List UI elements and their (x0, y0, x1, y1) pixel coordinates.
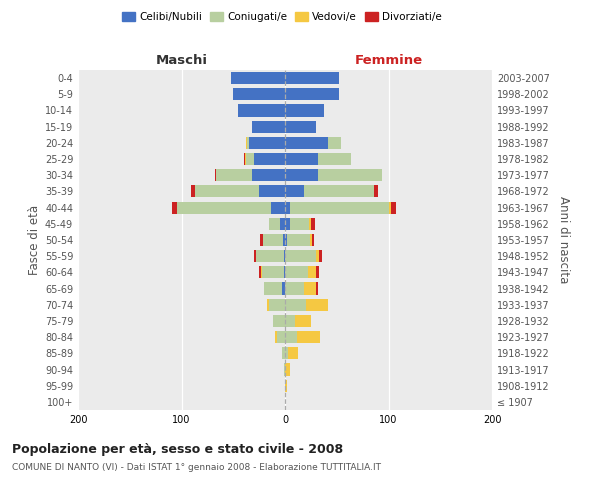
Bar (285, 298, 306, 311)
Bar (244, 153, 245, 165)
Bar (285, 137, 328, 149)
Text: Femmine: Femmine (355, 54, 422, 68)
Bar (195, 186, 259, 198)
Bar (233, 88, 285, 101)
Bar (285, 348, 288, 360)
Bar (178, 202, 271, 213)
Bar (245, 137, 247, 149)
Bar (285, 250, 316, 262)
Bar (254, 153, 285, 165)
Bar (215, 169, 252, 181)
Bar (283, 234, 285, 246)
Bar (374, 186, 378, 198)
Bar (284, 364, 285, 376)
Bar (285, 218, 290, 230)
Bar (285, 186, 304, 198)
Bar (285, 380, 287, 392)
Bar (318, 153, 351, 165)
Bar (288, 348, 298, 360)
Bar (391, 202, 396, 213)
Bar (306, 298, 328, 311)
Bar (285, 331, 298, 343)
Text: COMUNE DI NANTO (VI) - Dati ISTAT 1° gennaio 2008 - Elaborazione TUTTITALIA.IT: COMUNE DI NANTO (VI) - Dati ISTAT 1° gen… (12, 462, 381, 471)
Bar (172, 202, 178, 213)
Bar (264, 282, 282, 294)
Bar (284, 250, 285, 262)
Bar (285, 282, 304, 294)
Bar (280, 218, 285, 230)
Bar (277, 331, 285, 343)
Bar (282, 282, 285, 294)
Bar (285, 120, 316, 132)
Bar (261, 266, 262, 278)
Bar (260, 234, 263, 246)
Bar (295, 315, 311, 327)
Legend: Celibi/Nubili, Coniugati/e, Vedovi/e, Divorziati/e: Celibi/Nubili, Coniugati/e, Vedovi/e, Di… (118, 8, 446, 26)
Bar (282, 348, 285, 360)
Bar (285, 169, 318, 181)
Bar (285, 72, 339, 84)
Bar (285, 234, 287, 246)
Bar (308, 266, 316, 278)
Bar (309, 218, 311, 230)
Bar (285, 315, 295, 327)
Bar (247, 137, 249, 149)
Bar (310, 234, 312, 246)
Bar (287, 234, 310, 246)
Y-axis label: Fasce di età: Fasce di età (28, 205, 41, 275)
Bar (285, 266, 308, 278)
Bar (316, 282, 318, 294)
Bar (319, 250, 322, 262)
Bar (285, 153, 318, 165)
Bar (252, 120, 285, 132)
Bar (304, 282, 316, 294)
Bar (259, 266, 261, 278)
Bar (259, 186, 285, 198)
Bar (275, 331, 277, 343)
Bar (290, 202, 389, 213)
Bar (269, 298, 285, 311)
Bar (254, 250, 256, 262)
Bar (311, 218, 315, 230)
Bar (316, 250, 319, 262)
Bar (262, 266, 284, 278)
Bar (285, 202, 290, 213)
Bar (316, 266, 319, 278)
Bar (268, 298, 269, 311)
Bar (284, 266, 285, 278)
Bar (312, 234, 314, 246)
Bar (298, 331, 320, 343)
Bar (318, 169, 382, 181)
Bar (271, 202, 285, 213)
Bar (285, 88, 339, 101)
Bar (263, 234, 283, 246)
Bar (290, 218, 309, 230)
Bar (249, 137, 285, 149)
Bar (238, 104, 285, 117)
Bar (269, 218, 280, 230)
Bar (328, 137, 341, 149)
Bar (245, 153, 254, 165)
Bar (231, 72, 285, 84)
Bar (252, 169, 285, 181)
Bar (285, 104, 325, 117)
Bar (256, 250, 284, 262)
Bar (285, 364, 290, 376)
Bar (304, 186, 374, 198)
Bar (389, 202, 391, 213)
Bar (191, 186, 195, 198)
Text: Popolazione per età, sesso e stato civile - 2008: Popolazione per età, sesso e stato civil… (12, 442, 343, 456)
Text: Maschi: Maschi (155, 54, 208, 68)
Y-axis label: Anni di nascita: Anni di nascita (557, 196, 569, 284)
Bar (272, 315, 285, 327)
